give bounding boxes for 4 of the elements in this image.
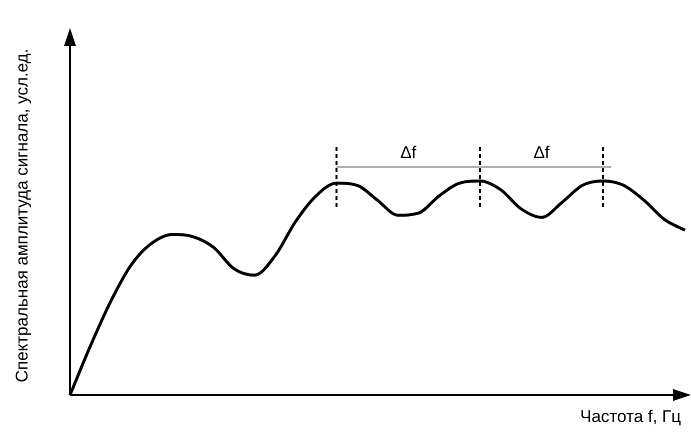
y-axis-title: Спектральная амплитуда сигнала, усл.ед. (12, 48, 32, 384)
text: Δf (400, 143, 416, 163)
text: Δf (533, 143, 550, 163)
x-axis-title: Частота f, Гц (580, 407, 681, 427)
